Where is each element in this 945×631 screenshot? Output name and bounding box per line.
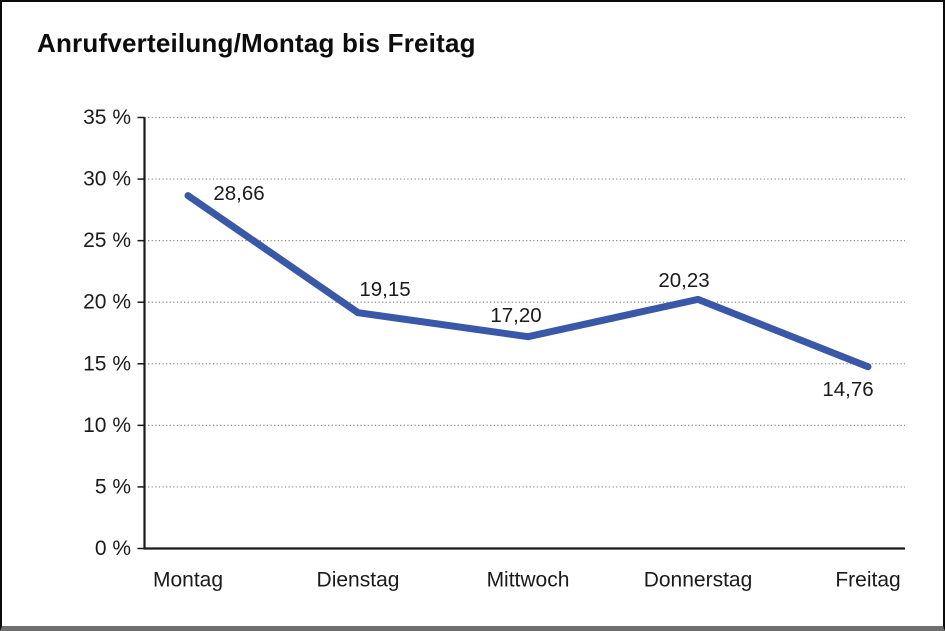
y-axis-tick-label: 20 % (83, 291, 131, 314)
y-axis-tick-label: 10 % (83, 414, 131, 437)
x-axis-category-label: Montag (153, 569, 223, 592)
x-axis-category-label: Dienstag (317, 569, 400, 592)
x-axis-category-label: Mittwoch (487, 569, 570, 592)
data-point-label: 19,15 (359, 278, 410, 301)
y-axis-tick-label: 30 % (83, 168, 131, 191)
data-point-label: 28,66 (213, 182, 264, 205)
series-line (184, 192, 872, 371)
y-axis-tick-label: 25 % (83, 229, 131, 252)
y-axis-tick-label: 15 % (83, 352, 131, 375)
data-point-label: 17,20 (490, 304, 541, 327)
x-axis-category-label: Freitag (835, 569, 900, 592)
x-axis-category-label: Donnerstag (644, 569, 753, 592)
chart-title: Anrufverteilung/Montag bis Freitag (37, 28, 476, 58)
data-point-label: 20,23 (658, 269, 709, 292)
y-axis-tick-label: 0 % (95, 537, 131, 560)
y-axis-tick-label: 35 % (83, 106, 131, 129)
y-axis-tick-label: 5 % (95, 475, 131, 498)
data-point-label: 14,76 (822, 378, 873, 401)
